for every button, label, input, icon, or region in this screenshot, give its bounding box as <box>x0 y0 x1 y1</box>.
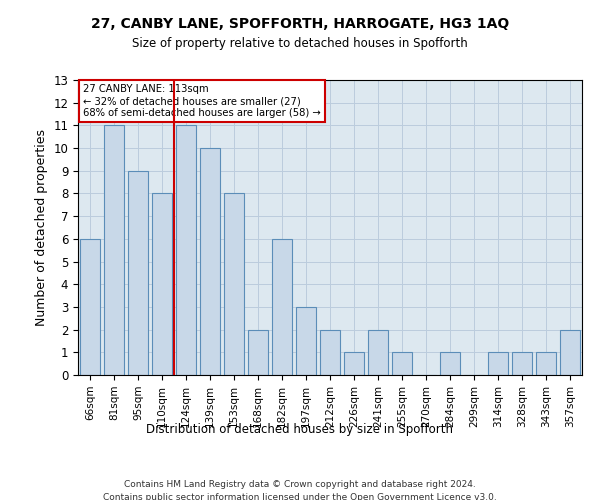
Bar <box>536 352 556 375</box>
Y-axis label: Number of detached properties: Number of detached properties <box>35 129 48 326</box>
Text: 27, CANBY LANE, SPOFFORTH, HARROGATE, HG3 1AQ: 27, CANBY LANE, SPOFFORTH, HARROGATE, HG… <box>91 18 509 32</box>
Bar <box>440 352 460 375</box>
Text: Distribution of detached houses by size in Spofforth: Distribution of detached houses by size … <box>146 422 454 436</box>
Text: Size of property relative to detached houses in Spofforth: Size of property relative to detached ho… <box>132 38 468 51</box>
Bar <box>560 330 580 375</box>
Bar <box>128 171 148 375</box>
Bar <box>392 352 412 375</box>
Bar <box>200 148 220 375</box>
Bar <box>320 330 340 375</box>
Bar <box>248 330 268 375</box>
Bar <box>104 126 124 375</box>
Bar <box>368 330 388 375</box>
Text: Contains public sector information licensed under the Open Government Licence v3: Contains public sector information licen… <box>103 492 497 500</box>
Bar <box>296 307 316 375</box>
Bar <box>344 352 364 375</box>
Text: Contains HM Land Registry data © Crown copyright and database right 2024.: Contains HM Land Registry data © Crown c… <box>124 480 476 489</box>
Bar <box>176 126 196 375</box>
Bar <box>152 194 172 375</box>
Text: 27 CANBY LANE: 113sqm
← 32% of detached houses are smaller (27)
68% of semi-deta: 27 CANBY LANE: 113sqm ← 32% of detached … <box>83 84 321 117</box>
Bar <box>488 352 508 375</box>
Bar <box>224 194 244 375</box>
Bar <box>272 239 292 375</box>
Bar <box>512 352 532 375</box>
Bar <box>80 239 100 375</box>
